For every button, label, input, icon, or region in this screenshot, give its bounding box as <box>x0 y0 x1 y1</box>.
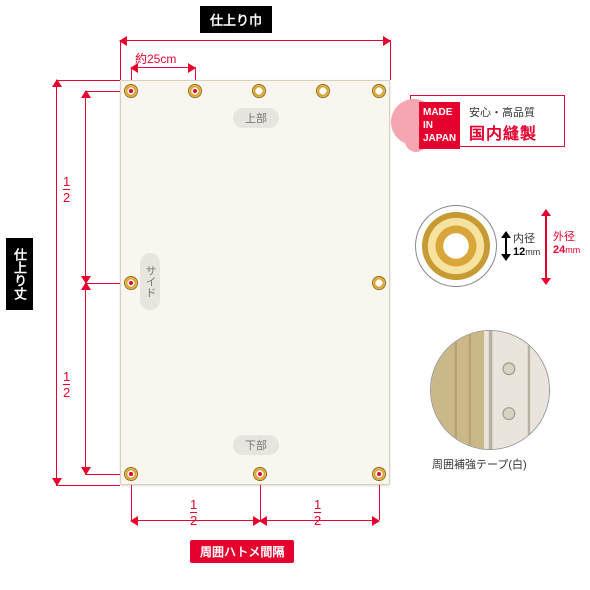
mij-line: IN <box>423 119 456 132</box>
dim-height-leader-bottom <box>56 485 120 486</box>
grommet-spacing-label: 周囲ハトメ間隔 <box>190 540 294 563</box>
frac-left-bot: 12 <box>63 370 70 399</box>
dim-width-leader-right <box>390 40 391 80</box>
mij-sub: 安心・高品質 <box>469 104 537 120</box>
grommet-inner-arrow <box>505 232 507 260</box>
frac-bottom-1: 12 <box>190 498 197 527</box>
leader-dot <box>129 472 133 476</box>
leader-dot <box>129 89 133 93</box>
badge-top: 上部 <box>233 108 279 128</box>
grommet-detail-circle <box>415 205 497 287</box>
dim-spacing-text: 約25cm <box>135 50 176 67</box>
dim-width-leader-left <box>120 40 121 80</box>
frac-bottom-2: 12 <box>314 498 321 527</box>
grommet-outer-text: 外径24mm <box>553 228 580 256</box>
grommet-icon <box>372 276 386 290</box>
grommet-icon <box>372 84 386 98</box>
badge-side: サイド <box>140 253 160 310</box>
dim-height-arrow <box>56 80 57 485</box>
tape-caption: 周囲補強テープ(白) <box>432 456 527 472</box>
grommet-outer-arrow <box>545 210 547 284</box>
finished-width-label: 仕上り巾 <box>200 6 272 33</box>
finished-height-label: 仕上り丈 <box>6 238 33 310</box>
tarp-sheet <box>120 80 390 485</box>
dim-spacing-arrow <box>131 67 195 68</box>
dim-half-top-arrow <box>85 91 86 283</box>
grommet-icon <box>252 84 266 98</box>
mij-line: JAPAN <box>423 132 456 145</box>
dim-half-bottom-arrow <box>85 283 86 474</box>
grommet-icon <box>316 84 330 98</box>
leader-dot <box>258 472 262 476</box>
made-in-japan-badge: MADE IN JAPAN 安心・高品質 国内縫製 <box>410 95 565 147</box>
frac-left-top: 12 <box>63 175 70 204</box>
grommet-inner-text: 内径12mm <box>513 230 540 258</box>
dim-height-leader-top <box>56 80 120 81</box>
leader-dot <box>129 281 133 285</box>
reinforce-tape-photo <box>430 330 550 450</box>
badge-bottom: 下部 <box>233 435 279 455</box>
mij-line: MADE <box>423 106 456 119</box>
leader-dot <box>193 89 197 93</box>
mij-main: 国内縫製 <box>469 120 537 144</box>
leader-dot <box>377 472 381 476</box>
dim-width-arrow <box>120 40 390 41</box>
